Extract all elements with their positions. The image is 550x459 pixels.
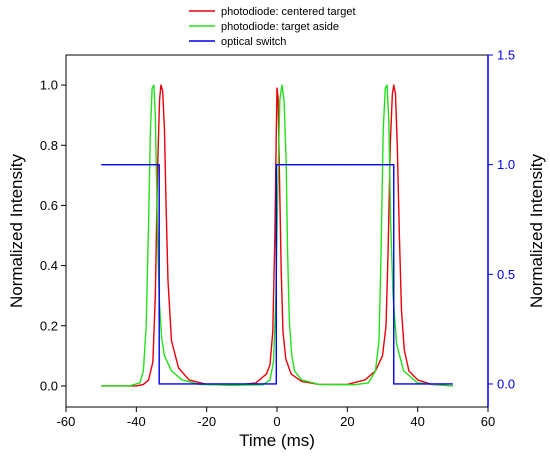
- y-tick-label: 0.6: [40, 198, 58, 213]
- y-tick-label: 0.2: [40, 318, 58, 333]
- series-line-centered-target: [101, 84, 453, 387]
- y-axis-ticks: 0.0 0.2 0.4 0.6 0.8 1.0: [40, 78, 66, 393]
- y-right-tick-label: 0.0: [497, 376, 515, 391]
- y-tick-label: 0.0: [40, 378, 58, 393]
- x-tick-label: -60: [57, 414, 76, 429]
- y-axis-right-ticks: 0.0 0.5 1.0 1.5: [488, 48, 515, 391]
- legend-label: photodiode: target aside: [221, 21, 339, 33]
- y-right-tick-label: 1.5: [497, 48, 515, 63]
- x-tick-label: 60: [481, 414, 495, 429]
- series-layer: [101, 84, 453, 387]
- y-axis-title: Normalized Intensity: [7, 154, 26, 309]
- y-tick-label: 1.0: [40, 78, 58, 93]
- x-tick-label: 20: [340, 414, 354, 429]
- x-axis-ticks: -60 -40 -20 0 20 40 60: [57, 407, 495, 429]
- y-right-tick-label: 1.0: [497, 157, 515, 172]
- x-tick-label: 40: [410, 414, 424, 429]
- x-axis-title: Time (ms): [239, 431, 315, 450]
- series-line-target-aside: [101, 84, 453, 387]
- y-tick-label: 0.8: [40, 138, 58, 153]
- legend-label: optical switch: [221, 36, 286, 48]
- legend-label: photodiode: centered target: [221, 6, 356, 18]
- legend: photodiode: centered target photodiode: t…: [189, 6, 356, 48]
- y-tick-label: 0.4: [40, 258, 58, 273]
- x-tick-label: 0: [273, 414, 280, 429]
- y-axis-right-title: Normalized Intensity: [527, 154, 546, 309]
- x-tick-label: -20: [197, 414, 216, 429]
- series-line-optical-switch: [101, 163, 453, 385]
- x-tick-label: -40: [127, 414, 146, 429]
- y-right-tick-label: 0.5: [497, 267, 515, 282]
